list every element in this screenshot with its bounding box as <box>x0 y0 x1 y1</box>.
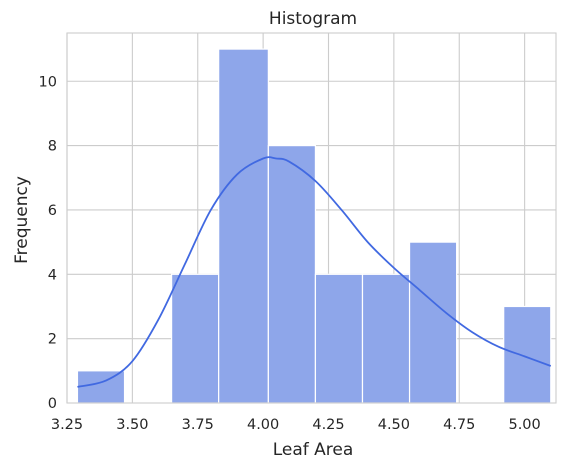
x-tick-label: 3.25 <box>51 417 83 433</box>
y-tick-label: 0 <box>48 396 57 412</box>
x-tick-label: 4.00 <box>247 417 279 433</box>
x-tick-labels: 3.25 3.50 3.75 4.00 4.25 4.50 4.75 5.00 <box>51 417 541 433</box>
x-tick-label: 4.75 <box>443 417 475 433</box>
y-tick-label: 10 <box>39 74 57 90</box>
y-axis-title: Frequency <box>12 176 32 264</box>
histogram-bar-0 <box>76 370 126 404</box>
histogram-bar-4 <box>267 145 317 404</box>
plot-frame <box>66 32 557 404</box>
y-tick-label: 2 <box>48 332 57 348</box>
kde-curve-group <box>77 156 552 388</box>
x-axis-title: Leaf Area <box>273 440 354 460</box>
histogram-bar-6 <box>361 273 411 404</box>
histogram-bar-9 <box>503 305 552 404</box>
y-tick-label: 6 <box>48 203 57 219</box>
x-tick-label: 4.25 <box>312 417 344 433</box>
x-tick-label: 3.75 <box>182 417 214 433</box>
histogram-bar-2 <box>170 273 220 404</box>
histogram-bar-3 <box>218 48 269 404</box>
y-tick-label: 8 <box>48 139 57 155</box>
kde-curve <box>77 156 552 388</box>
y-tick-label: 4 <box>48 267 57 283</box>
y-tick-labels: 0 2 4 6 8 10 <box>39 74 57 412</box>
x-tick-label: 5.00 <box>508 417 540 433</box>
plot-border <box>66 32 557 404</box>
x-tick-label: 3.50 <box>116 417 148 433</box>
bars <box>76 48 552 404</box>
histogram-bar-7 <box>408 241 458 404</box>
histogram-bar-5 <box>314 273 364 404</box>
x-tick-label: 4.50 <box>378 417 410 433</box>
chart-title: Histogram <box>269 9 357 29</box>
